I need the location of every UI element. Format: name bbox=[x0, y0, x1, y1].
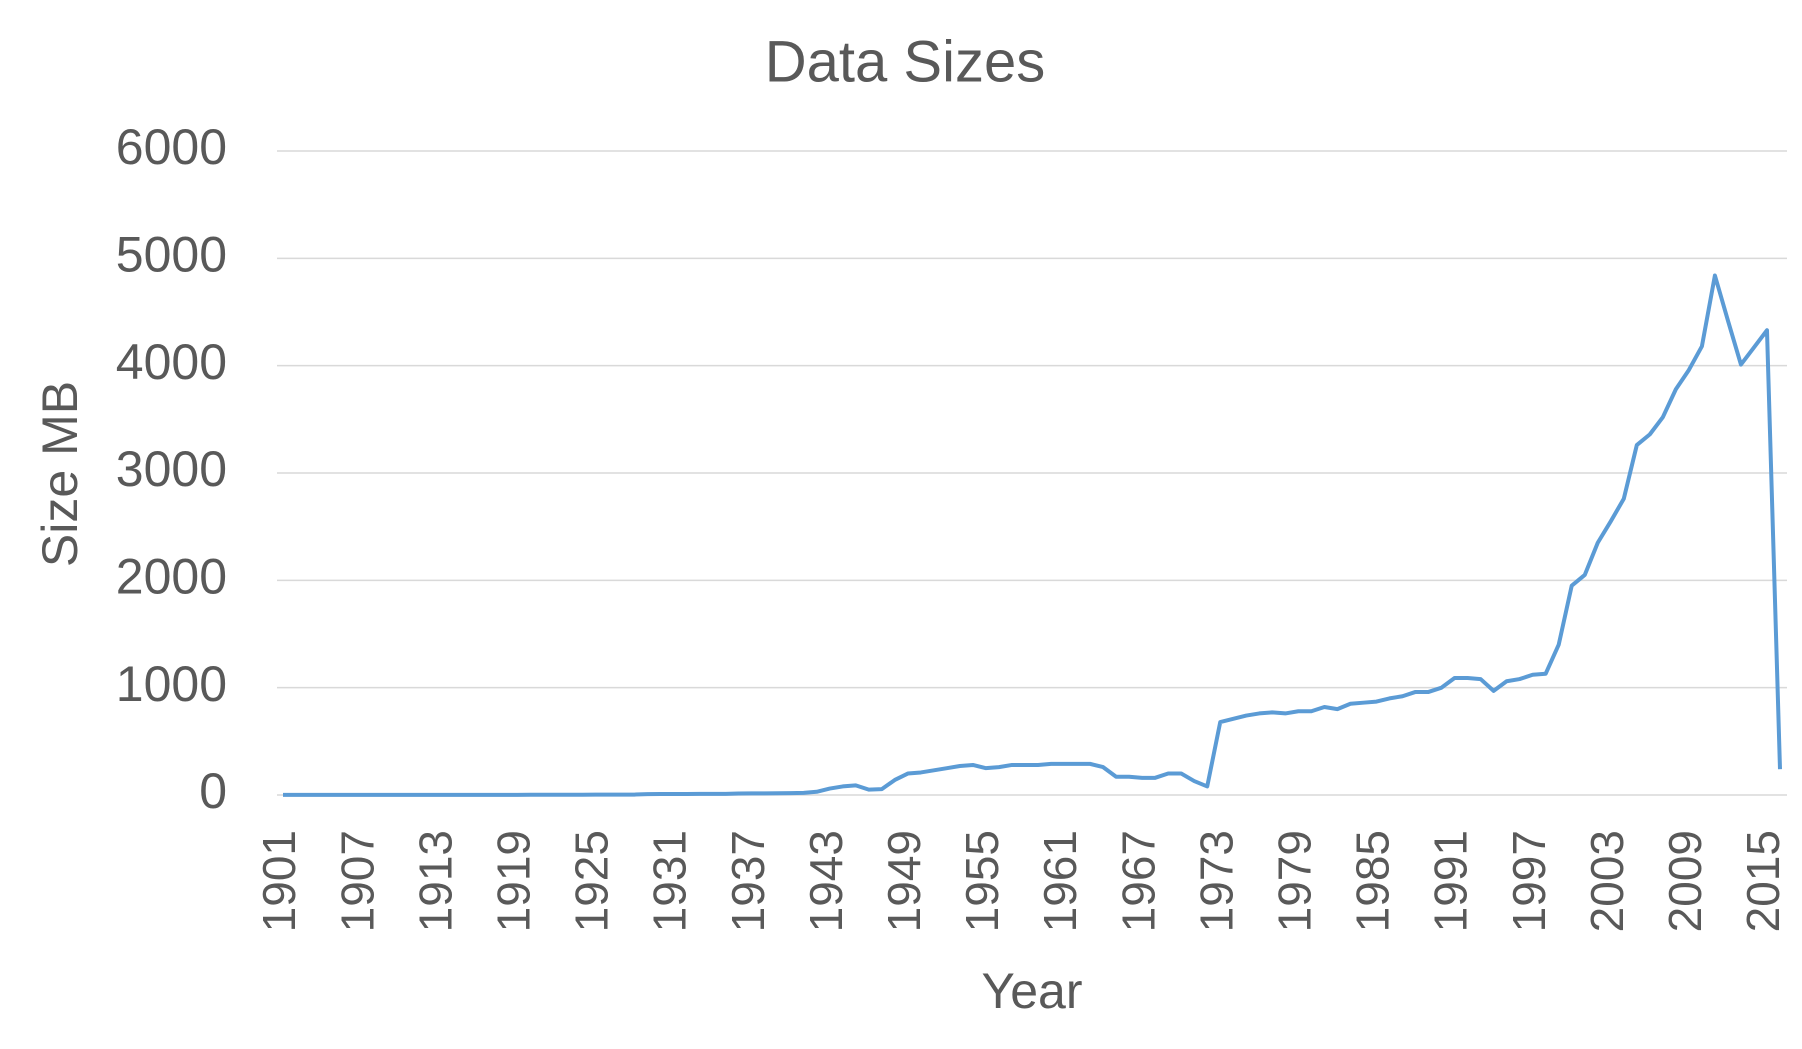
x-tick-label: 1943 bbox=[800, 830, 852, 932]
y-tick-label: 2000 bbox=[116, 549, 227, 605]
y-tick-label: 5000 bbox=[116, 227, 227, 283]
x-tick-label: 2015 bbox=[1737, 830, 1789, 932]
x-tick-label: 1901 bbox=[253, 830, 305, 932]
x-tick-label: 1991 bbox=[1425, 830, 1477, 932]
x-tick-label: 1985 bbox=[1347, 830, 1399, 932]
x-tick-label: 1979 bbox=[1269, 830, 1321, 932]
y-tick-label: 1000 bbox=[116, 656, 227, 712]
x-tick-label: 2003 bbox=[1581, 830, 1633, 932]
y-tick-label: 0 bbox=[199, 763, 227, 819]
x-tick-label: 1925 bbox=[566, 830, 618, 932]
x-tick-label: 1919 bbox=[487, 830, 539, 932]
y-axis-label: Size MB bbox=[32, 381, 88, 567]
y-tick-label: 3000 bbox=[116, 441, 227, 497]
x-tick-label: 2009 bbox=[1659, 830, 1711, 932]
x-tick-label: 1949 bbox=[878, 830, 930, 932]
x-tick-label: 1997 bbox=[1503, 830, 1555, 932]
x-tick-label: 1913 bbox=[409, 830, 461, 932]
x-tick-label: 1967 bbox=[1112, 830, 1164, 932]
x-tick-label: 1961 bbox=[1034, 830, 1086, 932]
x-tick-label: 1907 bbox=[331, 830, 383, 932]
x-tick-label: 1955 bbox=[956, 830, 1008, 932]
y-tick-label: 6000 bbox=[116, 119, 227, 175]
x-tick-label: 1973 bbox=[1190, 830, 1242, 932]
line bbox=[283, 273, 1782, 797]
x-tick-label: 1931 bbox=[644, 830, 696, 932]
x-tick-label: 1937 bbox=[722, 830, 774, 932]
x-axis-label: Year bbox=[981, 963, 1082, 1019]
y-tick-label: 4000 bbox=[116, 334, 227, 390]
chart-title: Data Sizes bbox=[765, 29, 1045, 94]
